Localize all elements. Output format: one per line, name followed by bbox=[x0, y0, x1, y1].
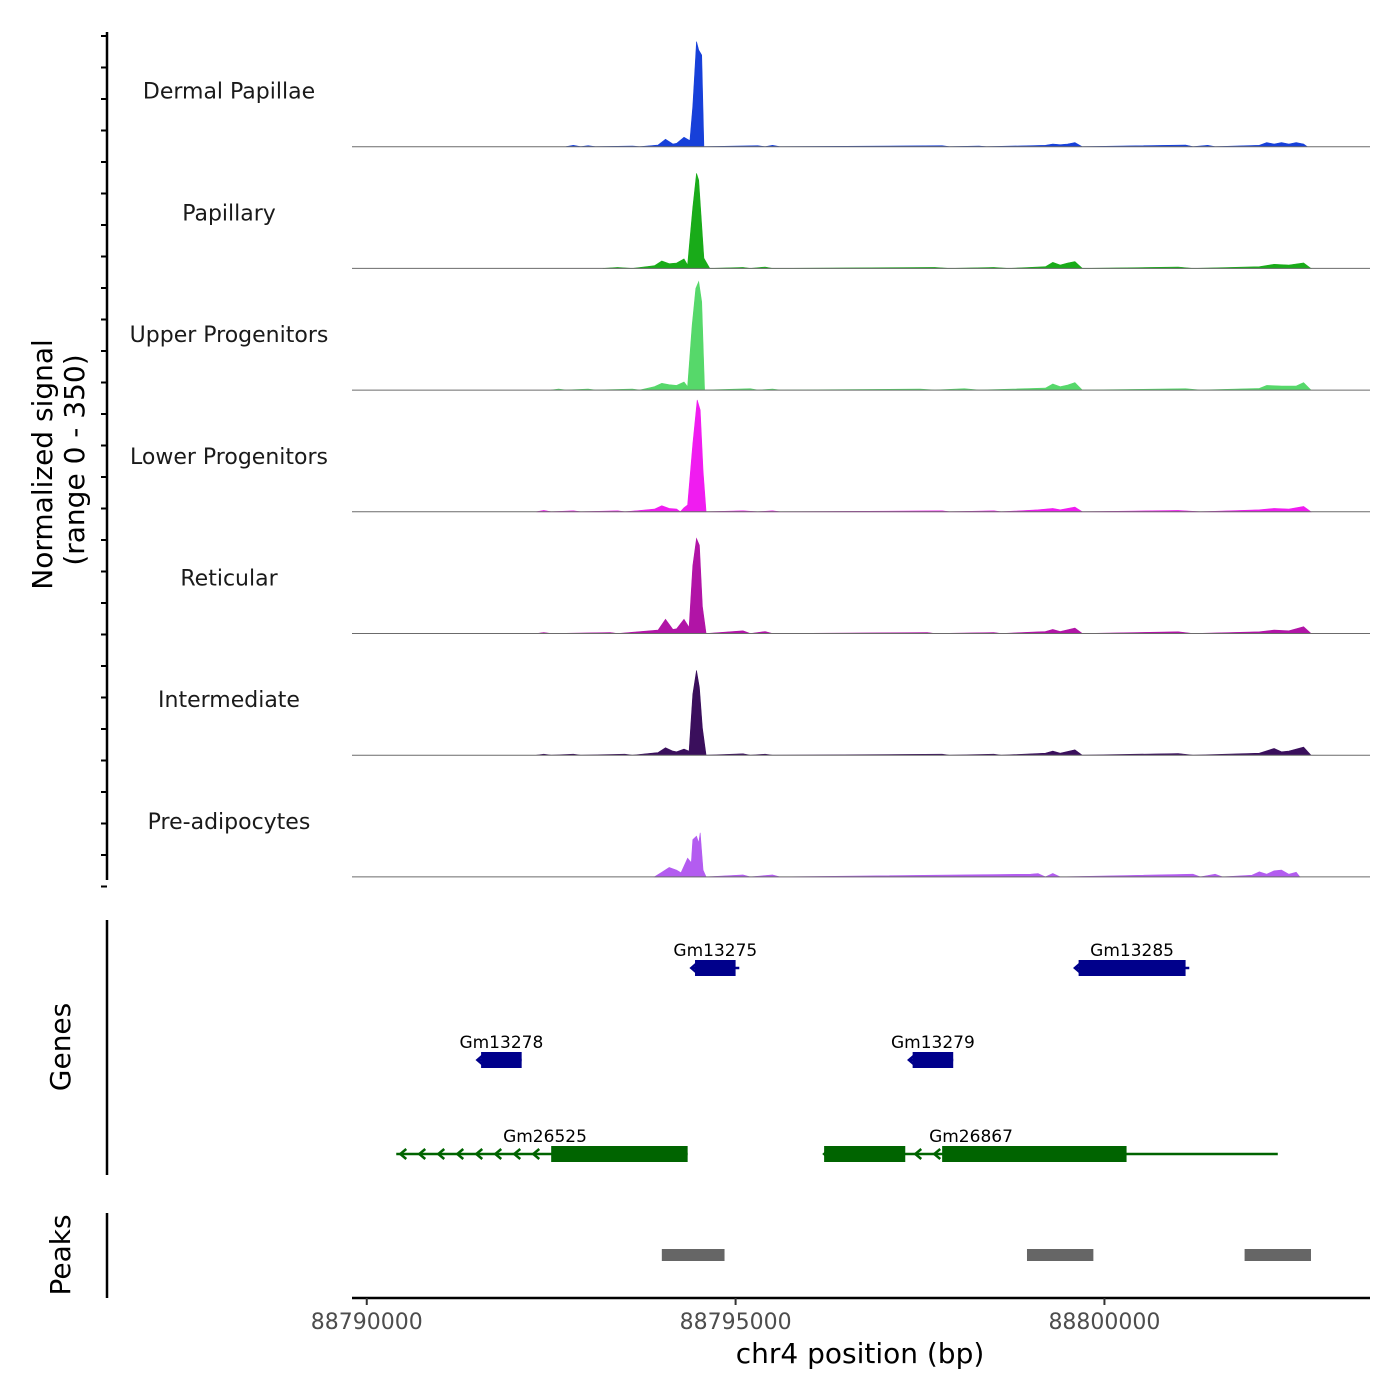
track-pre-adipocytes: Pre-adipocytes bbox=[148, 810, 1370, 878]
gene-gm13278: Gm13278 bbox=[459, 1033, 543, 1068]
track-label: Pre-adipocytes bbox=[148, 810, 311, 835]
gene-gm26867: Gm26867 bbox=[822, 1127, 1278, 1162]
strand-chevron bbox=[493, 1148, 503, 1160]
tracks: Dermal Papillae Papillary Upper Progenitor… bbox=[130, 41, 1370, 878]
gene-exon bbox=[551, 1146, 688, 1162]
coverage-area bbox=[536, 537, 1312, 634]
peak-regions bbox=[661, 1249, 1311, 1261]
x-tick-label: 88795000 bbox=[680, 1310, 792, 1335]
track-label: Dermal Papillae bbox=[143, 80, 315, 105]
peak-region bbox=[661, 1249, 725, 1261]
strand-chevron bbox=[436, 1148, 446, 1160]
coverage-area bbox=[602, 173, 1312, 269]
peak-region bbox=[1244, 1249, 1311, 1261]
gene-gm13285: Gm13285 bbox=[1073, 941, 1190, 976]
strand-chevron bbox=[531, 1148, 541, 1160]
genes-panel-label: Genes bbox=[44, 1003, 77, 1091]
gene-annotations: Gm13275 Gm13285 Gm13278 Gm13279 Gm26525 Gm268… bbox=[396, 941, 1278, 1162]
y-title-line-2: (range 0 - 350) bbox=[58, 354, 91, 565]
gene-label: Gm13285 bbox=[1090, 941, 1174, 961]
gene-exon bbox=[481, 1052, 522, 1068]
strand-chevron bbox=[932, 1148, 942, 1160]
strand-chevron bbox=[474, 1148, 484, 1160]
track-papillary: Papillary bbox=[182, 173, 1370, 269]
track-label: Lower Progenitors bbox=[130, 445, 328, 470]
gene-label: Gm13278 bbox=[459, 1033, 543, 1053]
track-intermediate: Intermediate bbox=[158, 670, 1370, 756]
peaks-panel-label: Peaks bbox=[44, 1214, 77, 1295]
coverage-area bbox=[551, 280, 1312, 391]
signal-y-axis-title: Normalized signal (range 0 - 350) bbox=[26, 330, 91, 589]
gene-gm26525: Gm26525 bbox=[396, 1127, 688, 1162]
gene-label: Gm26867 bbox=[929, 1127, 1013, 1147]
strand-chevron bbox=[398, 1148, 408, 1160]
track-lower-progenitors: Lower Progenitors bbox=[130, 399, 1370, 513]
strand-chevron bbox=[417, 1148, 427, 1160]
gene-gm13279: Gm13279 bbox=[891, 1033, 975, 1068]
x-tick-label: 88800000 bbox=[1048, 1310, 1160, 1335]
signal-y-ticks bbox=[101, 35, 107, 888]
x-axis-ticks: 88790000 88795000 88800000 bbox=[311, 1298, 1160, 1335]
coverage-area bbox=[536, 399, 1312, 513]
track-label: Reticular bbox=[180, 567, 278, 592]
coverage-area bbox=[536, 670, 1312, 756]
coverage-area bbox=[653, 832, 1301, 878]
track-reticular: Reticular bbox=[180, 537, 1370, 634]
track-label: Papillary bbox=[182, 201, 276, 226]
strand-chevron bbox=[913, 1148, 923, 1160]
gene-exon bbox=[942, 1146, 1127, 1162]
gene-gm13275: Gm13275 bbox=[673, 941, 757, 976]
gene-exon bbox=[695, 960, 736, 976]
x-tick-label: 88790000 bbox=[311, 1310, 423, 1335]
gene-exon bbox=[824, 1146, 906, 1162]
gene-label: Gm26525 bbox=[503, 1127, 587, 1147]
peak-region bbox=[1026, 1249, 1094, 1261]
track-label: Upper Progenitors bbox=[130, 323, 329, 348]
gene-exon bbox=[912, 1052, 954, 1068]
strand-chevron bbox=[512, 1148, 522, 1160]
gene-label: Gm13275 bbox=[673, 941, 757, 961]
track-label: Intermediate bbox=[158, 688, 300, 713]
track-dermal-papillae: Dermal Papillae bbox=[143, 41, 1370, 148]
x-axis-title: chr4 position (bp) bbox=[736, 1337, 985, 1370]
y-title-line-1: Normalized signal bbox=[26, 339, 59, 590]
strand-chevron bbox=[455, 1148, 465, 1160]
gene-exon bbox=[1078, 960, 1186, 976]
gene-label: Gm13279 bbox=[891, 1033, 975, 1053]
coverage-area bbox=[565, 41, 1309, 148]
track-upper-progenitors: Upper Progenitors bbox=[130, 280, 1370, 391]
